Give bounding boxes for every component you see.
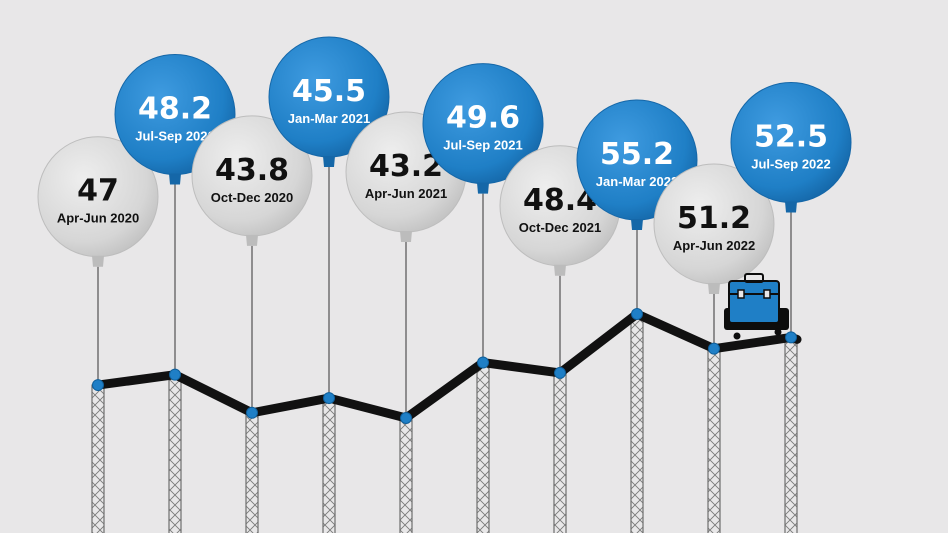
data-point-marker <box>400 412 412 424</box>
data-point-marker <box>708 342 720 355</box>
data-label-value: 45.5 <box>292 74 366 109</box>
balloon: 49.6 Jul-Sep 2021 <box>422 63 544 194</box>
lattice-pillar <box>784 336 798 533</box>
balloon: 43.8 Oct-Dec 2020 <box>191 115 313 246</box>
balloon-knot <box>400 231 412 242</box>
data-label-period: Oct-Dec 2021 <box>519 220 601 235</box>
data-label-period: Jan-Mar 2022 <box>596 174 678 189</box>
data-point-marker <box>554 366 566 379</box>
balloon-knot <box>785 201 797 213</box>
data-point-marker <box>246 406 258 419</box>
data-label-period: Jan-Mar 2021 <box>288 111 370 126</box>
data-label-value: 55.2 <box>600 137 674 172</box>
data-point-marker <box>92 379 104 392</box>
lattice-pillar <box>322 397 336 533</box>
data-label-value: 47 <box>77 174 119 209</box>
data-point-marker <box>169 368 181 381</box>
lattice-pillar <box>168 374 182 533</box>
data-point-marker <box>785 331 797 344</box>
lattice-pillar <box>630 313 644 533</box>
balloon-knot <box>323 155 335 167</box>
balloon: 47 Apr-Jun 2020 <box>37 136 159 267</box>
data-label-period: Apr-Jun 2022 <box>673 238 755 253</box>
balloon: 52.5 Jul-Sep 2022 <box>730 81 852 213</box>
series-line <box>93 309 802 423</box>
briefcase-trolley-icon <box>724 273 789 340</box>
data-label-period: Jul-Sep 2022 <box>751 156 831 171</box>
balloon-knot <box>477 182 489 194</box>
balloon-knot <box>246 234 258 246</box>
data-label-period: Jul-Sep 2021 <box>443 138 523 153</box>
lattice-pillar <box>91 384 105 533</box>
data-label-period: Apr-Jun 2021 <box>365 186 447 201</box>
balloon: 51.2 Apr-Jun 2022 <box>653 163 775 294</box>
data-label-value: 52.5 <box>754 119 828 154</box>
balloon-knot <box>708 283 720 294</box>
lattice-pillar <box>707 348 721 533</box>
data-label-value: 43.8 <box>215 153 289 188</box>
lattice-pillar <box>399 417 413 533</box>
data-label-value: 48.2 <box>138 92 212 127</box>
data-label-value: 49.6 <box>446 101 520 136</box>
data-label-value: 43.2 <box>369 149 443 184</box>
balloon-knot <box>92 255 104 267</box>
balloon-knot <box>554 264 566 276</box>
lattice-pillar <box>476 361 490 533</box>
balloon-knot <box>169 173 181 185</box>
lattice-pillar <box>553 372 567 533</box>
data-label-value: 51.2 <box>677 201 751 236</box>
data-label-period: Jul-Sep 2020 <box>135 129 215 144</box>
data-point-marker <box>323 392 335 405</box>
balloon-knot <box>631 219 643 230</box>
data-point-marker <box>477 356 489 369</box>
balloon: 45.5 Jan-Mar 2021 <box>268 36 390 167</box>
data-label-period: Oct-Dec 2020 <box>211 190 293 205</box>
data-label-period: Apr-Jun 2020 <box>57 211 139 226</box>
data-point-marker <box>631 308 643 320</box>
lattice-pillar <box>245 412 259 533</box>
